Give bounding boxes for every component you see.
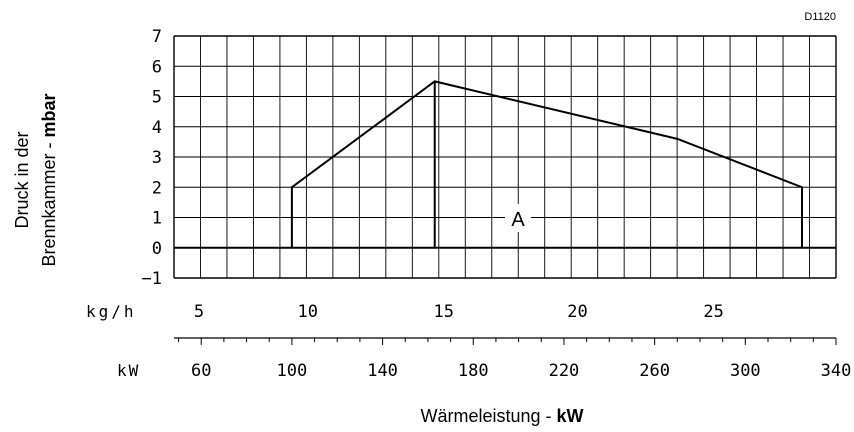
kgh-tick-label: 15 xyxy=(434,302,454,322)
kw-tick-label: 140 xyxy=(367,361,398,381)
grid xyxy=(173,35,837,279)
kw-tick-label: 260 xyxy=(639,361,670,381)
y-tick-label: 2 xyxy=(152,178,162,198)
y-axis-label-text: Brennkammer - xyxy=(39,137,59,266)
y-tick-label: 3 xyxy=(152,148,162,168)
kgh-axis-unit: kg/h xyxy=(86,302,137,321)
y-tick-label: 0 xyxy=(152,239,162,259)
y-tick-label: 4 xyxy=(152,118,162,138)
x-axis-label: Wärmeleistung - kW xyxy=(420,406,583,426)
y-tick-label: −1 xyxy=(142,269,162,289)
kw-axis-unit: kW xyxy=(117,361,140,380)
figure-code: D1120 xyxy=(804,11,836,23)
kw-tick-label: 60 xyxy=(191,361,211,381)
kw-tick-label: 180 xyxy=(458,361,489,381)
series-layer xyxy=(290,80,803,248)
y-tick-label: 6 xyxy=(152,57,162,77)
working-range-line xyxy=(290,80,803,248)
kw-tick-label: 340 xyxy=(821,361,852,381)
region-label-background xyxy=(505,204,531,232)
region-label: A xyxy=(511,209,525,231)
kgh-tick-label: 5 xyxy=(194,302,204,322)
kgh-axis: 5 10 15 20 25 xyxy=(194,302,724,322)
y-tick-label: 1 xyxy=(152,209,162,229)
x-axis-label-text: Wärmeleistung - xyxy=(420,406,556,426)
kgh-tick-label: 20 xyxy=(567,302,587,322)
kw-tick-label: 100 xyxy=(277,361,308,381)
y-tick-labels: −1 0 1 2 3 4 5 6 7 xyxy=(142,27,162,289)
x-axis-unit: kW xyxy=(557,406,584,426)
y-tick-label: 7 xyxy=(152,27,162,47)
y-axis-unit: mbar xyxy=(39,93,59,137)
y-axis-label-line1: Druck in der xyxy=(12,131,32,228)
kw-axis: 60 100 140 180 220 260 300 340 xyxy=(174,337,852,381)
y-axis-label-line2: Brennkammer - mbar xyxy=(39,93,59,266)
y-tick-label: 5 xyxy=(152,88,162,108)
kw-tick-label: 220 xyxy=(549,361,580,381)
region-label-group: A xyxy=(505,204,531,232)
kgh-tick-label: 25 xyxy=(703,302,723,322)
kgh-tick-label: 10 xyxy=(298,302,318,322)
kw-tick-label: 300 xyxy=(730,361,761,381)
